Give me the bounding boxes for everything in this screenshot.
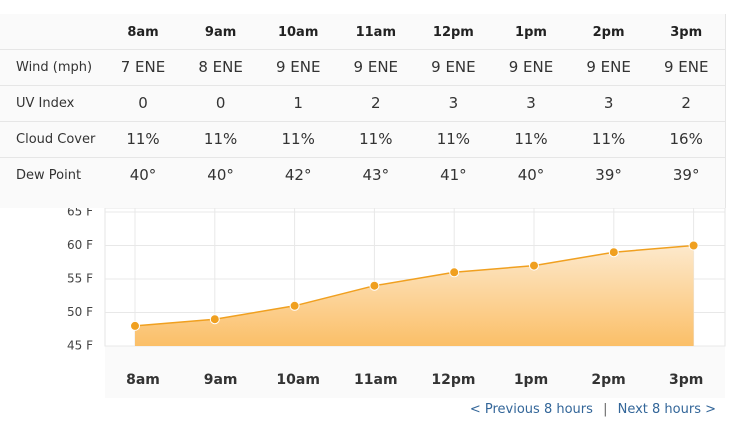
x-tick-label: 8am [126, 372, 160, 388]
row-cell: 3 [448, 94, 459, 112]
data-point [688, 240, 699, 251]
hour-header: 10am [277, 25, 319, 40]
x-tick-label: 3pm [669, 372, 703, 388]
area-fill [135, 245, 694, 346]
y-tick-label: 65 F [67, 208, 93, 219]
y-tick-label: 55 F [67, 272, 93, 286]
row-cell: 9 ENE [431, 58, 476, 76]
x-tick-label: 2pm [591, 372, 625, 388]
row-cell: 1 [293, 94, 303, 112]
row-border [0, 85, 725, 86]
hour-header: 9am [204, 25, 237, 40]
hour-header: 12pm [432, 25, 474, 40]
row-cell: 40° [517, 166, 545, 184]
x-tick-label: 1pm [514, 372, 548, 388]
row-cell: 11% [514, 130, 548, 148]
row-cell: 7 ENE [120, 58, 166, 76]
row-cell: 43° [362, 166, 390, 184]
row-cell: 16% [669, 130, 703, 148]
row-cell: 2 [681, 94, 691, 112]
y-tick-label: 60 F [67, 238, 93, 252]
x-tick-label: 9am [204, 372, 238, 388]
data-point [369, 280, 380, 291]
row-cell: 9 ENE [353, 58, 399, 76]
line [134, 244, 694, 327]
row-cell: 11% [281, 130, 315, 148]
data-point [608, 247, 619, 258]
hour-header: 2pm [592, 25, 625, 40]
row-cell: 39° [595, 166, 622, 184]
row-cell: 40° [129, 166, 157, 184]
pager: < Previous 8 hours | Next 8 hours > [470, 402, 716, 417]
data-point [209, 314, 220, 325]
row-label: Cloud Cover [16, 132, 96, 147]
data-point [449, 267, 460, 278]
forecast-table: 8am 9am 10am 11am 12pm 1pm 2pm 3pm Wind (mph) 7 E… [0, 14, 726, 208]
temperature-chart: 45 F 50 F 55 F 60 F 65 F 8am 9am 10am 11am 12pm 1p… [67, 208, 726, 398]
next-link[interactable]: Next 8 hours > [617, 402, 716, 417]
data-point [529, 260, 539, 271]
row-cell: 11% [126, 130, 160, 148]
row-border [0, 121, 725, 122]
hour-header: 8am [127, 25, 159, 40]
row-cell: 11% [591, 130, 626, 148]
row-label: Dew Point [16, 168, 82, 183]
hour-header: 3pm [670, 25, 703, 40]
hour-header: 11am [355, 25, 396, 40]
row-cell: 39° [672, 166, 700, 184]
hour-header: 1pm [515, 25, 547, 40]
row-label: UV Index [16, 96, 75, 111]
row-cell: 9 ENE [508, 58, 554, 76]
row-border [0, 157, 725, 158]
row-cell: 9 ENE [275, 58, 321, 76]
data-point [130, 320, 140, 331]
row-cell: 42° [284, 166, 312, 184]
row-cell: 9 ENE [663, 58, 709, 76]
row-cell: 11% [436, 130, 471, 148]
row-cell: 9 ENE [586, 58, 631, 76]
previous-link[interactable]: < Previous 8 hours [469, 402, 593, 417]
x-tick-label: 10am [276, 372, 320, 388]
y-tick-label: 45 F [67, 339, 93, 353]
row-cell: 3 [526, 94, 536, 112]
row-cell: 8 ENE [198, 58, 243, 76]
row-border [0, 49, 725, 50]
row-cell: 40° [207, 166, 234, 184]
row-cell: 11% [203, 130, 238, 148]
y-tick-label: 50 F [67, 305, 93, 319]
x-tick-label: 11am [354, 372, 398, 388]
row-cell: 0 [138, 94, 148, 112]
row-label: Wind (mph) [16, 60, 93, 75]
x-tick-label: 12pm [431, 372, 475, 388]
separator: | [603, 402, 608, 417]
row-cell: 0 [215, 94, 226, 112]
row-cell: 3 [603, 94, 614, 112]
row-cell: 11% [359, 130, 393, 148]
data-point [289, 300, 300, 311]
row-cell: 41° [440, 166, 467, 184]
row-cell: 2 [371, 94, 381, 112]
